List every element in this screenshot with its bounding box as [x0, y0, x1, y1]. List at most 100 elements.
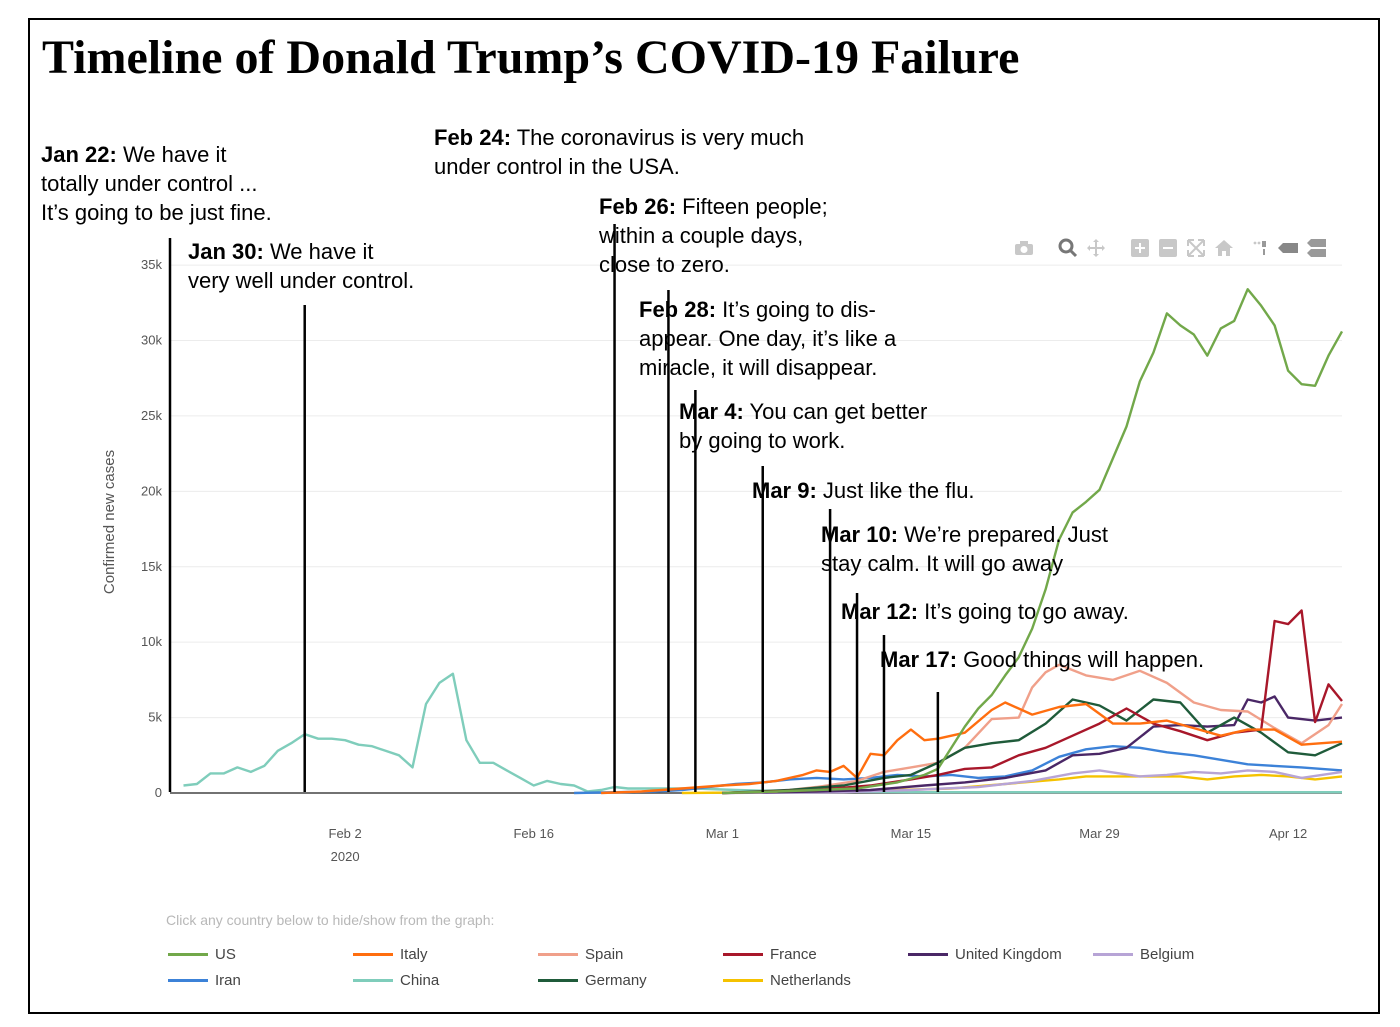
legend-item-spain[interactable]: Spain — [538, 946, 623, 963]
chart-frame — [28, 18, 1380, 1014]
annotation-quote: Jan 22: We have it totally under control… — [41, 140, 272, 227]
annotation-date: Jan 22: — [41, 142, 117, 167]
annotation-quote: Mar 9: Just like the flu. — [752, 476, 975, 505]
annotation-date: Mar 12: — [841, 599, 919, 624]
legend-item-italy[interactable]: Italy — [353, 946, 428, 963]
annotation-quote: Jan 30: We have it very well under contr… — [188, 237, 414, 295]
annotation-text: Good things will happen. — [957, 647, 1205, 672]
series-line-belgium — [722, 769, 1343, 795]
legend-item-belgium[interactable]: Belgium — [1093, 946, 1194, 963]
series-line-spain — [722, 663, 1344, 795]
legend-label: Belgium — [1140, 946, 1195, 963]
legend-label: United Kingdom — [955, 946, 1062, 963]
y-tick-label: 20k — [141, 483, 162, 498]
x-tick-label: Mar 29 — [1079, 826, 1119, 841]
legend-item-china[interactable]: China — [353, 972, 439, 989]
annotation-quote: Feb 26: Fifteen people; within a couple … — [599, 192, 828, 279]
y-tick-label: 25k — [141, 408, 162, 423]
camera-icon[interactable] — [1010, 236, 1038, 260]
annotation-text: We have it very well under control. — [188, 239, 415, 293]
annotation-date: Mar 17: — [880, 647, 958, 672]
annotation-text: Fifteen people; within a couple days, cl… — [599, 194, 828, 277]
y-tick-label: 15k — [141, 559, 162, 574]
series-lines — [183, 288, 1344, 795]
legend-swatch — [538, 979, 578, 982]
annotation-date: Mar 10: — [821, 522, 899, 547]
annotation-quote: Feb 28: It’s going to dis- appear. One d… — [639, 295, 896, 382]
hover-compare-icon[interactable] — [1302, 236, 1330, 260]
y-tick-label: 30k — [141, 333, 162, 348]
annotation-text: You can get better by going to work. — [679, 399, 928, 453]
legend-swatch — [538, 953, 578, 956]
legend-label: Iran — [215, 972, 241, 989]
y-tick-label: 10k — [141, 634, 162, 649]
annotation-quote: Mar 12: It’s going to go away. — [841, 597, 1129, 626]
zoom-icon[interactable] — [1054, 236, 1082, 260]
home-icon[interactable] — [1210, 236, 1238, 260]
legend-label: Netherlands — [770, 972, 851, 989]
legend-swatch — [353, 953, 393, 956]
annotation-quote: Mar 4: You can get better by going to wo… — [679, 397, 927, 455]
series-line-germany — [722, 698, 1343, 795]
legend-swatch — [1093, 953, 1133, 956]
pan-icon[interactable] — [1082, 236, 1110, 260]
spike-icon[interactable] — [1246, 236, 1274, 260]
annotation-text: It’s going to go away. — [918, 599, 1129, 624]
annotation-quote: Mar 17: Good things will happen. — [880, 645, 1204, 674]
legend-label: France — [770, 946, 817, 963]
legend-item-germany[interactable]: Germany — [538, 972, 647, 989]
series-line-united-kingdom — [722, 695, 1343, 795]
annotation-date: Mar 4: — [679, 399, 744, 424]
legend-label: US — [215, 946, 236, 963]
x-tick-label: Feb 2 — [329, 826, 362, 841]
zoom-in-icon[interactable] — [1126, 236, 1154, 260]
page-title: Timeline of Donald Trump’s COVID-19 Fail… — [42, 31, 1020, 84]
annotation-date: Jan 30: — [188, 239, 264, 264]
legend-swatch — [723, 979, 763, 982]
chart-toolbar — [1010, 236, 1330, 260]
annotation-date: Feb 28: — [639, 297, 717, 322]
annotation-text: The coronavirus is very much under contr… — [434, 125, 805, 179]
legend-item-united-kingdom[interactable]: United Kingdom — [908, 946, 1062, 963]
annotation-quote: Feb 24: The coronavirus is very much und… — [434, 123, 804, 181]
x-tick-label: Feb 16 — [513, 826, 553, 841]
y-axis-ticks: 0 5k 10k 15k 20k 25k 30k 35k — [141, 257, 162, 800]
series-line-china — [183, 672, 1342, 794]
legend-hint: Click any country below to hide/show fro… — [166, 912, 495, 928]
legend-label: Spain — [585, 946, 624, 963]
y-tick-label: 5k — [148, 710, 162, 725]
annotation-date: Mar 9: — [752, 478, 817, 503]
legend-label: Italy — [400, 946, 428, 963]
y-tick-label: 35k — [141, 257, 162, 272]
legend-label: China — [400, 972, 440, 989]
annotation-date: Feb 24: — [434, 125, 512, 150]
x-axis-ticks: Feb 2 2020 Feb 16 Mar 1 Mar 15 Mar 29 Apr 12 — [329, 826, 1308, 864]
legend-swatch — [908, 953, 948, 956]
series-line-us — [722, 288, 1344, 795]
annotation-quote: Mar 10: We’re prepared. Just stay calm. … — [821, 520, 1108, 578]
annotation-text: We’re prepared. Just stay calm. It will … — [821, 522, 1108, 576]
legend-item-france[interactable]: France — [723, 946, 817, 963]
annotation-text: We have it totally under control ... It’… — [41, 142, 272, 225]
x-tick-label: Mar 1 — [706, 826, 739, 841]
legend-item-us[interactable]: US — [168, 946, 236, 963]
x-tick-sublabel: 2020 — [331, 849, 360, 864]
zoom-out-icon[interactable] — [1154, 236, 1182, 260]
annotation-markers — [168, 224, 940, 792]
legend-swatch — [353, 979, 393, 982]
autoscale-icon[interactable] — [1182, 236, 1210, 260]
series-line-france — [722, 609, 1343, 795]
annotation-date: Feb 26: — [599, 194, 677, 219]
legend-swatch — [168, 979, 208, 982]
legend-swatch — [723, 953, 763, 956]
annotation-text: It’s going to dis- appear. One day, it’s… — [639, 297, 897, 380]
annotation-text: Just like the flu. — [816, 478, 975, 503]
y-axis-label: Confirmed new cases — [101, 450, 118, 594]
y-tick-label: 0 — [155, 785, 162, 800]
hover-closest-icon[interactable] — [1274, 236, 1302, 260]
x-tick-label: Mar 15 — [891, 826, 931, 841]
legend-item-iran[interactable]: Iran — [168, 972, 241, 989]
legend-label: Germany — [585, 972, 647, 989]
legend-item-netherlands[interactable]: Netherlands — [723, 972, 851, 989]
